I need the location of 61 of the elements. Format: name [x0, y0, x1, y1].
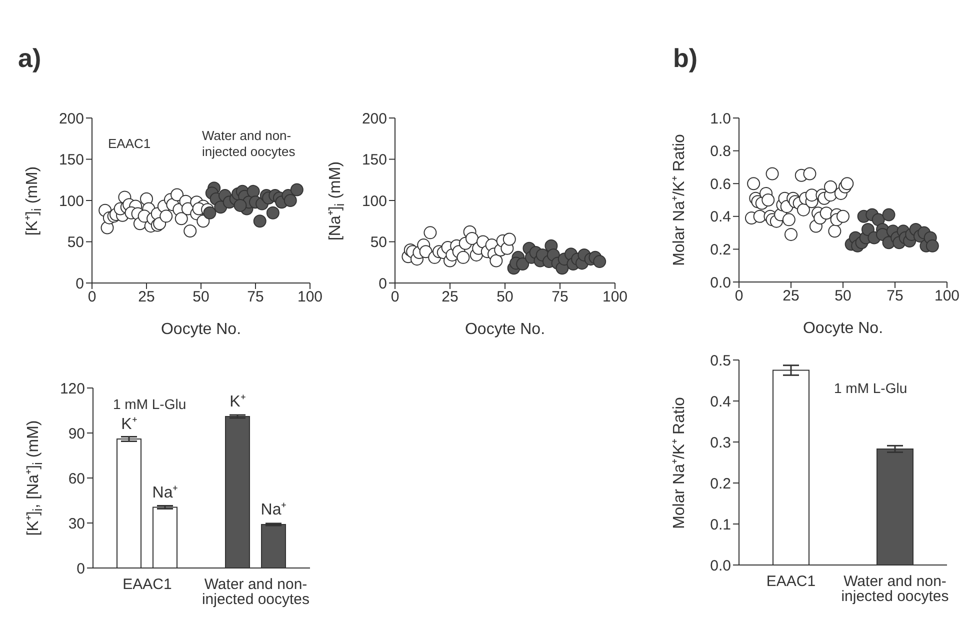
x-tick-label: 25: [782, 288, 800, 305]
y-tick-label: 100: [362, 192, 387, 210]
x-axis-title: Oocyte No.: [802, 320, 884, 338]
text: a): [18, 43, 42, 73]
series-label: K⁺: [121, 416, 137, 433]
y-tick-label: 0.2: [710, 475, 731, 492]
y-tick-label: 150: [58, 152, 84, 169]
text: K⁺: [230, 394, 246, 410]
x-tick-label: 25: [442, 288, 458, 306]
x-tick-label: 0: [88, 288, 96, 306]
x-tick-label: 100: [602, 288, 628, 306]
annotation: 1 mM L-Glu: [834, 380, 908, 396]
x-tick-label: Water and non-injected oocytes: [202, 576, 310, 608]
y-tick-label: 60: [68, 470, 85, 488]
annotation: EAAC1: [108, 136, 151, 151]
x-tick-label: 0: [734, 288, 744, 305]
y-tick-label: 100: [58, 192, 84, 210]
y-tick-label: 0: [76, 560, 85, 578]
x-tick-label: 100: [297, 288, 323, 306]
y-tick-label: 0.0: [710, 274, 731, 292]
y-axis-title: Molar Na⁺/K⁺ Ratio: [670, 396, 688, 530]
text: b): [673, 43, 699, 73]
y-tick-label: 0: [378, 275, 387, 292]
y-tick-label: 0: [76, 275, 84, 292]
y-tick-label: 120: [60, 380, 85, 398]
x-axis-title: Oocyte No.: [160, 321, 242, 339]
y-tick-label: 200: [58, 110, 84, 128]
series-label: Na⁺: [152, 484, 178, 502]
y-tick-label: 90: [68, 425, 85, 442]
annotation: 1 mM L-Glu: [113, 396, 186, 412]
y-tick-label: 30: [68, 515, 85, 532]
x-tick-label: EAAC1: [766, 573, 816, 590]
y-tick-label: 50: [370, 234, 387, 252]
x-tick-label: EAAC1: [122, 576, 172, 593]
x-axis-title: Oocyte No.: [464, 321, 546, 339]
y-tick-label: 50: [67, 234, 84, 252]
y-tick-label: 0.8: [710, 143, 731, 160]
x-tick-label: 50: [834, 288, 852, 305]
y-tick-label: 0.4: [710, 393, 731, 410]
y-tick-label: 0.2: [710, 242, 731, 259]
y-tick-label: 0.3: [710, 434, 731, 452]
y-tick-label: 0.4: [710, 208, 731, 226]
x-tick-label: Water and non-injected oocytes: [841, 573, 949, 605]
x-tick-label: 75: [886, 288, 904, 305]
x-tick-label: 0: [390, 288, 400, 306]
y-axis-title: Molar Na⁺/K⁺ Ratio: [670, 133, 688, 268]
y-tick-label: 0.5: [710, 352, 731, 370]
text: Na⁺: [260, 502, 286, 518]
y-tick-label: 0.0: [710, 557, 731, 574]
annotation: Water and non-injected oocytes: [202, 128, 296, 160]
x-tick-label: 25: [138, 288, 155, 306]
x-tick-label: 100: [934, 288, 960, 305]
x-tick-label: 75: [552, 288, 568, 306]
y-tick-label: 0.1: [710, 516, 731, 534]
y-tick-label: 200: [362, 110, 387, 128]
x-tick-label: 75: [247, 288, 264, 306]
y-tick-label: 0.6: [710, 176, 731, 193]
x-tick-label: 50: [192, 288, 210, 306]
y-tick-label: 1.0: [710, 110, 731, 128]
y-tick-label: 150: [362, 152, 387, 169]
x-tick-label: 50: [496, 288, 514, 306]
